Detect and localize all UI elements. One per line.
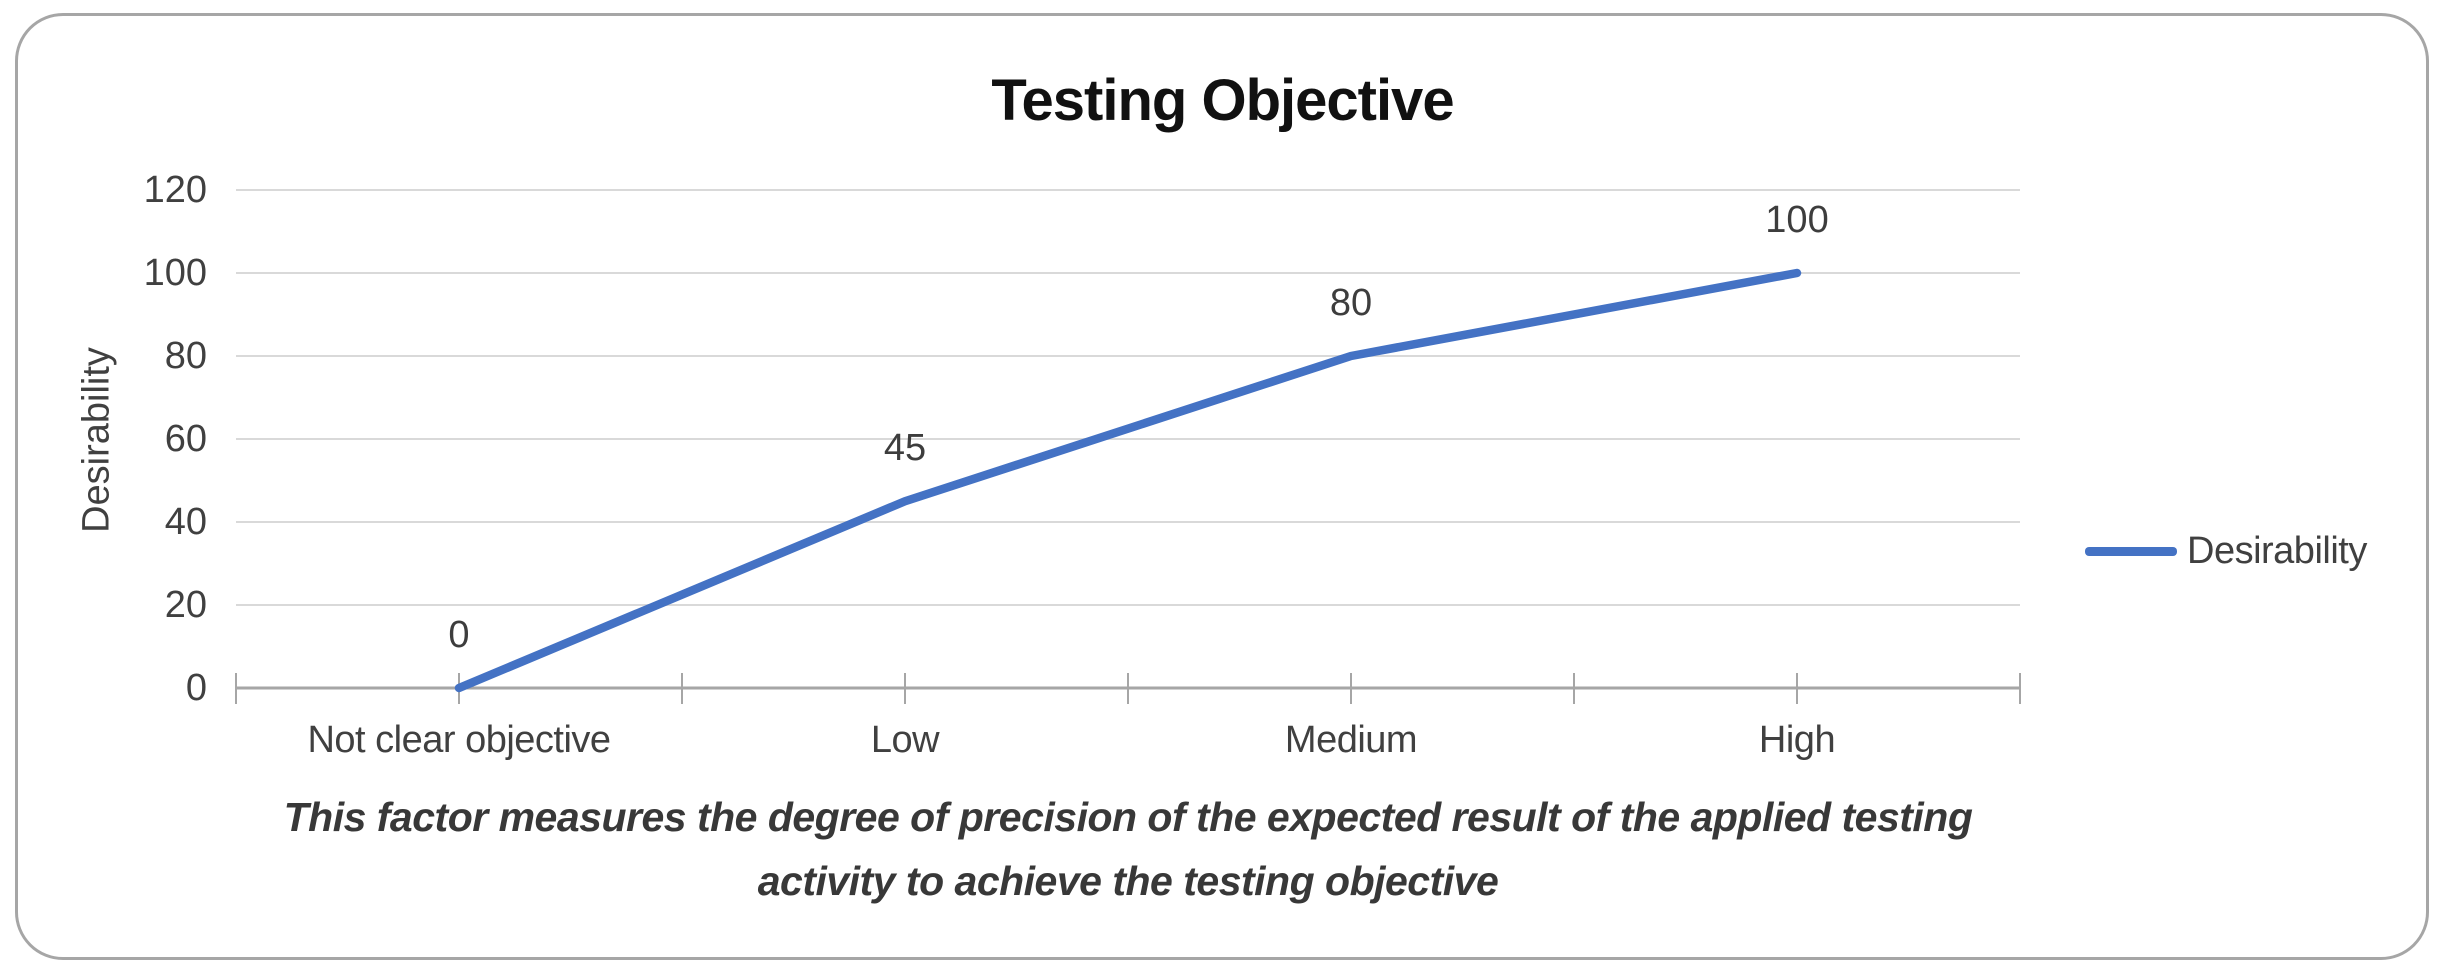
chart-legend: Desirability bbox=[2085, 529, 2367, 573]
data-label: 45 bbox=[883, 427, 927, 469]
y-tick-label: 40 bbox=[164, 501, 207, 543]
chart-caption-line-1: This factor measures the degree of preci… bbox=[283, 794, 1973, 840]
chart-caption-line-2: activity to achieve the testing objectiv… bbox=[757, 858, 1499, 904]
y-tick-label: 0 bbox=[185, 667, 207, 709]
data-label: 80 bbox=[1329, 282, 1373, 324]
legend-series-line-swatch bbox=[2085, 546, 2177, 556]
chart-title: Testing Objective bbox=[991, 68, 1454, 133]
data-label: 100 bbox=[1765, 199, 1829, 241]
data-label: 0 bbox=[448, 614, 470, 656]
y-tick-label: 60 bbox=[164, 418, 207, 460]
y-tick-label: 100 bbox=[143, 252, 207, 294]
x-category-label: High bbox=[1758, 719, 1836, 761]
y-tick-label: 120 bbox=[143, 169, 207, 211]
x-category-label: Low bbox=[870, 719, 940, 761]
x-category-label: Medium bbox=[1284, 719, 1418, 761]
chart-outer-frame bbox=[15, 13, 2429, 960]
y-tick-label: 20 bbox=[164, 584, 207, 626]
x-category-label: Not clear objective bbox=[307, 719, 611, 761]
y-tick-label: 80 bbox=[164, 335, 207, 377]
legend-series-label: Desirability bbox=[2187, 529, 2367, 572]
